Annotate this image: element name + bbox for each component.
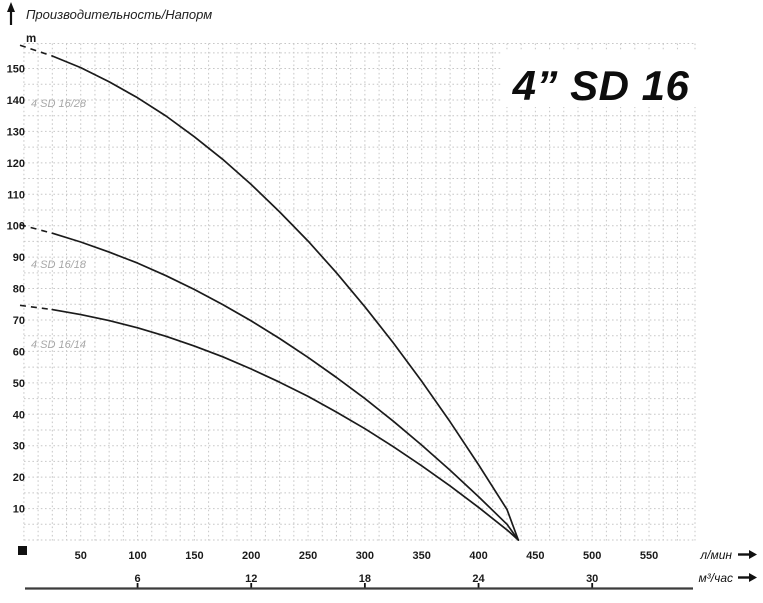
y-tick-label: 110 — [7, 189, 25, 201]
y-tick-label: 40 — [13, 409, 25, 421]
y-tick-label: 60 — [13, 346, 25, 358]
y-tick-label: 70 — [13, 315, 25, 327]
x-tick-label: 50 — [75, 550, 87, 562]
right-arrow-icon-primary — [738, 550, 757, 559]
secondary-unit-label: м³/час — [699, 571, 733, 585]
y-tick-label: 10 — [13, 504, 25, 516]
y-tick-label: 80 — [13, 284, 25, 296]
x2-tick-label: 24 — [472, 573, 485, 585]
x-tick-label: 400 — [469, 550, 487, 562]
x2-tick-label: 12 — [245, 573, 257, 585]
y-tick-label: 130 — [7, 126, 25, 138]
grid-layer — [23, 43, 696, 541]
x2-tick-label: 30 — [586, 573, 598, 585]
x2-tick-label: 18 — [359, 573, 371, 585]
pump-curve — [51, 232, 520, 541]
up-arrow-icon — [7, 2, 15, 25]
x2-tick-label: 6 — [134, 573, 140, 585]
x-tick-label: 200 — [242, 550, 260, 562]
y-tick-label: 100 — [7, 221, 25, 233]
x-tick-label: 100 — [128, 550, 146, 562]
y-tick-label: 120 — [7, 158, 25, 170]
x-tick-label: 250 — [299, 550, 317, 562]
y-unit-label: m — [26, 33, 36, 45]
x-tick-label: 500 — [583, 550, 601, 562]
y-tick-label: 90 — [13, 252, 25, 264]
y-tick-label: 30 — [13, 441, 25, 453]
model-title-backdrop — [502, 50, 700, 107]
curve-label: 4 SD 16/18 — [31, 259, 87, 271]
y-tick-label: 20 — [13, 472, 25, 484]
y-tick-label: 150 — [7, 64, 25, 76]
x-tick-label: 150 — [185, 550, 203, 562]
y-tick-label: 50 — [13, 378, 25, 390]
pump-curve-dashed-start — [19, 304, 53, 311]
model-title-group: 4” SD 16 — [502, 50, 700, 109]
primary-unit-label: л/мин — [699, 548, 732, 562]
pump-curve-dashed-start — [19, 44, 53, 57]
curve-label: 4 SD 16/28 — [31, 98, 87, 110]
model-title: 4” SD 16 — [512, 62, 690, 109]
pump-curve — [51, 308, 520, 541]
axis-labels-layer: 10 20 30 40 50 60 70 80 90 100 110 120 130 140 150 50 10… — [7, 64, 658, 590]
pump-curve-dashed-start — [19, 223, 53, 235]
curves-layer: 4 SD 16/28 4 SD 16/18 4 SD 16/14 — [19, 44, 520, 541]
unit-labels-group: л/мин м³/час — [699, 548, 757, 585]
y-tick-label: 140 — [7, 95, 25, 107]
secondary-axis-group — [18, 546, 693, 590]
x-tick-label: 350 — [413, 550, 431, 562]
chart-header: Производительность/Напорм m — [7, 2, 212, 45]
curve-label: 4 SD 16/14 — [31, 339, 86, 351]
origin-marker — [18, 546, 27, 555]
chart-header-title: Производительность/Напорм — [26, 7, 212, 22]
x-tick-label: 300 — [356, 550, 374, 562]
right-arrow-icon-secondary — [738, 573, 757, 582]
pump-curve — [51, 55, 520, 541]
x-tick-label: 550 — [640, 550, 658, 562]
x-tick-label: 450 — [526, 550, 544, 562]
